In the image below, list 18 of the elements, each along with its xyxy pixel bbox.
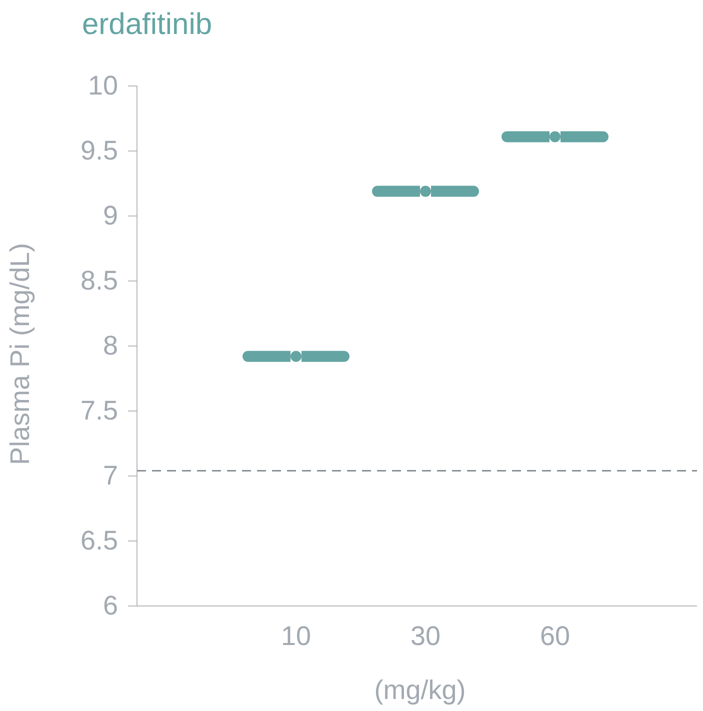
y-tick-label: 10 — [88, 70, 118, 101]
y-tick-label: 7.5 — [80, 396, 118, 426]
point — [290, 350, 302, 362]
x-tick-label: 10 — [280, 621, 312, 652]
point — [420, 186, 431, 197]
y-tick-label: 8.5 — [80, 266, 118, 296]
y-tick-label: 9 — [102, 200, 118, 231]
point — [550, 131, 560, 142]
y-tick-label: 6.5 — [80, 526, 118, 556]
y-tick-label: 6 — [102, 590, 118, 621]
chart-title: erdafitinib — [82, 8, 212, 41]
x-tick-label: 30 — [410, 621, 441, 652]
y-tick-label: 8 — [102, 330, 118, 361]
y-tick-label: 9.5 — [80, 136, 118, 166]
x-tick-label: 60 — [540, 621, 570, 652]
y-tick-label: 7 — [102, 460, 118, 491]
x-axis-title: (mg/kg) — [374, 675, 466, 705]
y-axis-title: Plasma Pi (mg/dL) — [5, 242, 35, 466]
